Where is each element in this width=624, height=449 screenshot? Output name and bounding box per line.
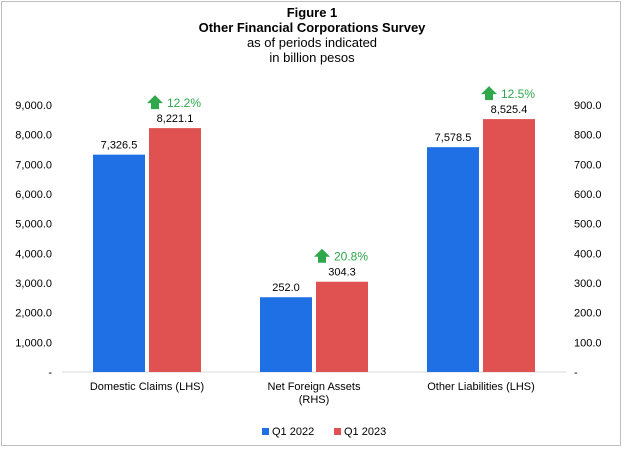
left-axis-tick-label: 4,000.0 bbox=[15, 248, 52, 260]
left-axis-tick-label: 7,000.0 bbox=[15, 159, 52, 171]
data-label: 8,525.4 bbox=[491, 104, 528, 116]
category-label: Other Liabilities (LHS) bbox=[427, 381, 535, 393]
left-axis-tick-label: 1,000.0 bbox=[15, 337, 52, 349]
right-axis-tick-label: 500.0 bbox=[574, 219, 602, 231]
bar bbox=[427, 147, 479, 372]
right-axis-tick-label: 600.0 bbox=[574, 189, 602, 201]
up-arrow-icon bbox=[314, 248, 330, 263]
chart-subtitle-1: Other Financial Corporations Survey bbox=[199, 20, 427, 35]
data-label: 252.0 bbox=[272, 282, 300, 294]
up-arrow-icon bbox=[481, 86, 497, 101]
legend-swatch bbox=[334, 428, 341, 435]
bar bbox=[149, 128, 201, 372]
data-label: 7,326.5 bbox=[101, 140, 138, 152]
growth-label: 20.8% bbox=[334, 250, 368, 264]
data-label: 304.3 bbox=[328, 267, 356, 279]
category-label: Domestic Claims (LHS) bbox=[90, 381, 204, 393]
up-arrow-icon bbox=[147, 95, 163, 110]
category-label: Net Foreign Assets bbox=[268, 381, 361, 393]
left-axis-tick-label: 6,000.0 bbox=[15, 189, 52, 201]
right-axis-tick-label: 100.0 bbox=[574, 337, 602, 349]
right-axis-tick-label: 400.0 bbox=[574, 248, 602, 260]
data-label: 8,221.1 bbox=[157, 113, 194, 125]
bar bbox=[260, 297, 312, 372]
left-axis-tick-label: 2,000.0 bbox=[15, 308, 52, 320]
left-axis-tick-label: 9,000.0 bbox=[15, 100, 52, 112]
bar bbox=[483, 119, 535, 372]
left-axis-tick-label: - bbox=[48, 367, 52, 379]
right-axis-tick-label: 800.0 bbox=[574, 130, 602, 142]
right-axis-tick-label: - bbox=[574, 367, 578, 379]
bar bbox=[316, 281, 368, 372]
growth-label: 12.2% bbox=[167, 96, 201, 110]
left-axis-tick-label: 8,000.0 bbox=[15, 130, 52, 142]
legend-label: Q1 2022 bbox=[272, 426, 314, 438]
left-axis-tick-label: 3,000.0 bbox=[15, 278, 52, 290]
chart-subtitle-2: as of periods indicated bbox=[247, 35, 377, 50]
right-axis-tick-label: 900.0 bbox=[574, 100, 602, 112]
legend-label: Q1 2023 bbox=[344, 426, 386, 438]
right-axis-tick-label: 200.0 bbox=[574, 308, 602, 320]
category-label: (RHS) bbox=[299, 394, 330, 406]
chart-title: Figure 1 bbox=[287, 5, 338, 20]
right-axis-tick-label: 300.0 bbox=[574, 278, 602, 290]
growth-label: 12.5% bbox=[501, 87, 535, 101]
left-axis-tick-label: 5,000.0 bbox=[15, 219, 52, 231]
chart-subtitle-3: in billion pesos bbox=[269, 50, 355, 65]
plot-area: - 1,000.0 2,000.0 3,000.0 4,000.0 5,000.0 6,00… bbox=[15, 86, 602, 438]
right-axis-tick-label: 700.0 bbox=[574, 159, 602, 171]
bar bbox=[93, 154, 145, 372]
legend-swatch bbox=[262, 428, 269, 435]
data-label: 7,578.5 bbox=[435, 132, 472, 144]
